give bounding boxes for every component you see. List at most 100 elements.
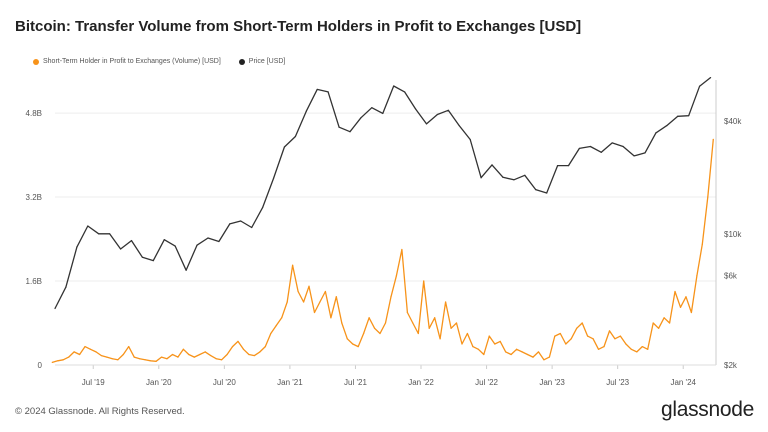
volume-data-point bbox=[455, 322, 458, 324]
price-data-point bbox=[218, 240, 220, 243]
price-data-point bbox=[251, 226, 253, 229]
volume-data-point bbox=[592, 338, 594, 340]
price-data-point bbox=[589, 145, 591, 148]
price-data-point bbox=[76, 246, 78, 248]
volume-data-point bbox=[614, 338, 616, 340]
legend-item-volume[interactable]: Short-Term Holder in Profit to Exchanges… bbox=[33, 58, 221, 65]
price-data-point bbox=[699, 85, 701, 87]
volume-data-point bbox=[373, 327, 376, 329]
volume-data-point bbox=[668, 322, 671, 324]
price-data-point bbox=[54, 307, 56, 310]
volume-data-point bbox=[117, 359, 119, 361]
price-data-point bbox=[436, 113, 438, 116]
volume-data-point bbox=[111, 358, 113, 360]
volume-data-point bbox=[308, 285, 310, 287]
volume-data-point bbox=[368, 317, 370, 319]
volume-data-point bbox=[526, 353, 529, 356]
volume-data-point bbox=[188, 353, 190, 356]
volume-data-point bbox=[543, 359, 545, 361]
volume-data-point bbox=[335, 296, 337, 298]
volume-data-point bbox=[292, 264, 294, 266]
volume-data-point bbox=[625, 343, 627, 345]
price-data-point bbox=[513, 179, 515, 181]
volume-data-point bbox=[139, 358, 141, 360]
volume-data-point bbox=[565, 343, 567, 345]
volume-data-point bbox=[357, 346, 359, 348]
x-tick-label: Jan '22 bbox=[408, 378, 434, 387]
price-data-point bbox=[360, 117, 362, 119]
volume-data-point bbox=[171, 353, 174, 356]
volume-data-point bbox=[581, 322, 583, 324]
price-data-point bbox=[709, 76, 712, 79]
volume-data-point bbox=[270, 332, 272, 335]
legend-label-price: Price [USD] bbox=[248, 58, 286, 65]
volume-data-point bbox=[559, 332, 561, 335]
y-left-tick-label: 0 bbox=[38, 361, 43, 370]
volume-data-point bbox=[275, 325, 277, 327]
copyright-text: © 2024 Glassnode. All Rights Reserved. bbox=[15, 406, 185, 417]
price-data-point bbox=[130, 240, 133, 242]
price-data-point bbox=[633, 155, 635, 157]
volume-data-point bbox=[231, 346, 234, 348]
volume-data-point bbox=[658, 327, 660, 329]
volume-data-point bbox=[264, 346, 266, 348]
price-data-point bbox=[152, 259, 154, 262]
volume-data-point bbox=[95, 351, 97, 353]
volume-data-point bbox=[707, 196, 709, 198]
volume-data-point bbox=[679, 306, 682, 308]
volume-data-point bbox=[499, 340, 501, 342]
volume-data-point bbox=[597, 348, 600, 350]
price-data-point bbox=[425, 123, 428, 125]
volume-data-point bbox=[652, 322, 654, 324]
volume-data-point bbox=[379, 332, 381, 335]
price-data-point bbox=[556, 164, 559, 167]
volume-data-point bbox=[155, 360, 157, 362]
volume-data-point bbox=[406, 311, 408, 314]
price-data-point bbox=[65, 286, 67, 288]
volume-data-point bbox=[674, 290, 676, 293]
volume-data-point bbox=[428, 327, 430, 329]
volume-data-point bbox=[685, 296, 687, 298]
price-data-point bbox=[185, 269, 187, 271]
price-data-point bbox=[240, 220, 242, 222]
price-data-point bbox=[338, 126, 340, 128]
volume-data-point bbox=[587, 335, 589, 337]
volume-data-point bbox=[237, 340, 239, 342]
volume-data-point bbox=[401, 248, 403, 251]
volume-data-point bbox=[461, 343, 463, 345]
price-data-point bbox=[196, 244, 198, 246]
volume-data-point bbox=[395, 275, 398, 277]
volume-data-point bbox=[450, 327, 452, 329]
price-data-point bbox=[109, 233, 111, 235]
price-data-point bbox=[578, 147, 581, 150]
price-data-point bbox=[414, 108, 417, 110]
legend-dot-price bbox=[238, 58, 245, 65]
volume-data-point bbox=[412, 322, 414, 324]
volume-data-point bbox=[177, 356, 179, 358]
price-data-point bbox=[447, 109, 449, 111]
volume-data-point bbox=[210, 354, 212, 357]
volume-data-point bbox=[548, 356, 550, 358]
price-data-point bbox=[87, 225, 89, 227]
volume-data-point bbox=[160, 356, 163, 358]
volume-data-point bbox=[221, 359, 223, 361]
price-data-point bbox=[141, 256, 144, 258]
price-data-point bbox=[622, 145, 624, 148]
volume-data-point bbox=[701, 243, 703, 245]
volume-data-point bbox=[619, 335, 622, 337]
volume-data-point bbox=[494, 343, 496, 345]
legend-dot-volume bbox=[33, 58, 39, 65]
y-right-tick-label: $10k bbox=[724, 230, 742, 239]
volume-data-point bbox=[73, 351, 75, 353]
y-left-tick-label: 3.2B bbox=[26, 193, 42, 202]
price-data-point bbox=[458, 125, 460, 127]
volume-data-point bbox=[122, 353, 124, 356]
volume-data-point bbox=[712, 138, 714, 140]
volume-data-point bbox=[384, 322, 387, 324]
price-data-point bbox=[174, 245, 176, 247]
legend-item-price[interactable]: Price [USD] bbox=[238, 58, 286, 65]
volume-data-point bbox=[434, 317, 436, 319]
price-data-point bbox=[207, 237, 209, 239]
price-data-point bbox=[491, 164, 493, 166]
price-data-point bbox=[666, 125, 668, 127]
